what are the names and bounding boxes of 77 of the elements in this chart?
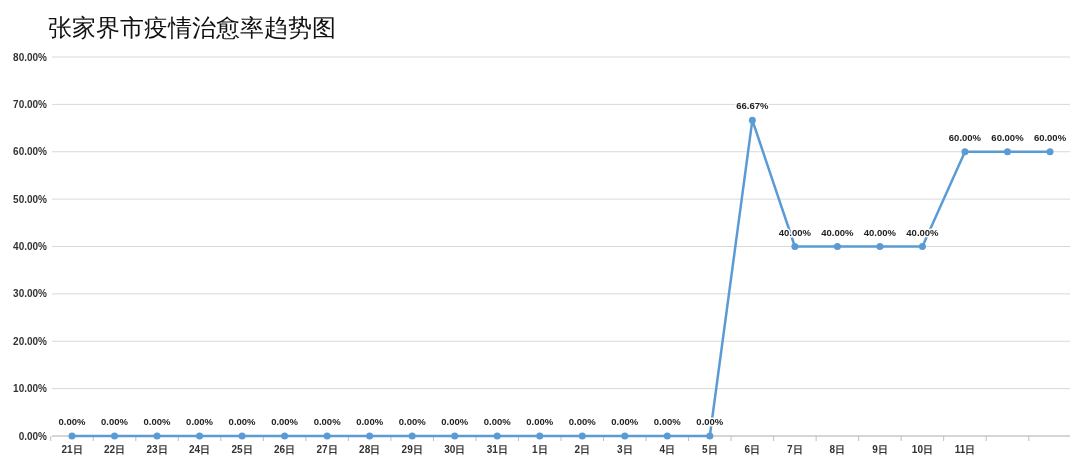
x-tick-label: 30日 [444,444,466,455]
point [281,432,289,440]
x-tick-label: 26日 [274,444,296,455]
data-label: 66.67% [736,100,769,112]
point [408,432,416,440]
x-tick-label: 6日 [744,444,761,455]
data-label: 60.00% [991,131,1025,143]
x-tick-label: 24日 [189,444,211,455]
point [621,432,629,440]
data-label: 0.00% [143,416,172,427]
x-tick-label: 4日 [659,444,676,455]
y-tick-label: 20.00% [13,335,48,347]
data-label: 0.00% [653,416,682,427]
y-tick-label: 80.00% [13,51,48,63]
data-label: 0.00% [228,416,257,427]
point [323,432,331,440]
point [1003,148,1011,156]
y-tick-label: 70.00% [13,98,48,110]
data-label: 0.00% [313,416,342,427]
point [961,148,969,156]
data-label: 0.00% [271,416,299,427]
x-tick-label: 22日 [103,444,126,455]
point [493,432,501,440]
point [663,432,671,440]
point [366,432,374,440]
point [791,243,799,250]
chart-title: 张家界市疫情治愈率趋势图 [48,14,336,41]
x-tick-label: 11日 [954,444,976,455]
point [451,432,459,440]
x-tick-label: 31日 [486,444,508,455]
x-tick-label: 28日 [359,444,381,455]
x-tick-label: 1日 [531,444,548,455]
data-label: 0.00% [441,416,469,427]
point [536,432,544,440]
y-tick-label: 50.00% [13,193,48,205]
y-tick-label: 0.00% [18,430,48,442]
x-tick-label: 27日 [316,444,338,455]
x-tick-label: 10日 [911,444,933,455]
x-tick-label: 9日 [872,444,888,455]
point [111,432,119,440]
x-tick-label: 23日 [146,444,168,455]
data-label: 60.00% [1033,131,1067,143]
data-label: 0.00% [398,416,427,427]
x-tick-label: 3日 [617,444,633,455]
x-tick-label: 21日 [61,444,83,455]
point [238,432,246,440]
data-label: 0.00% [101,416,129,427]
point [196,432,204,440]
y-tick-label: 30.00% [13,288,48,300]
x-tick-label: 29日 [401,444,423,455]
point [876,243,884,250]
data-label: 0.00% [526,416,554,427]
data-label: 0.00% [568,416,597,427]
y-tick-label: 40.00% [13,241,48,252]
point [748,116,756,124]
data-label: 0.00% [186,416,214,427]
y-tick-label: 10.00% [13,383,48,395]
point [706,432,714,440]
x-tick-label: 8日 [829,444,846,455]
point [578,432,586,440]
y-tick-label: 60.00% [13,146,48,158]
data-label: 0.00% [356,416,384,427]
x-tick-label: 25日 [231,444,253,455]
data-label: 0.00% [483,416,512,427]
x-tick-label: 5日 [702,444,718,455]
data-label: 60.00% [948,131,982,143]
point [918,243,926,250]
point [68,432,76,440]
x-tick-label: 7日 [787,444,803,455]
data-label: 0.00% [611,416,639,427]
point [153,432,161,440]
data-label: 0.00% [58,416,87,427]
data-label: 40.00% [821,226,855,238]
point [1046,148,1054,156]
x-tick-label: 2日 [574,444,591,455]
point [833,243,841,250]
data-label: 40.00% [863,226,897,238]
